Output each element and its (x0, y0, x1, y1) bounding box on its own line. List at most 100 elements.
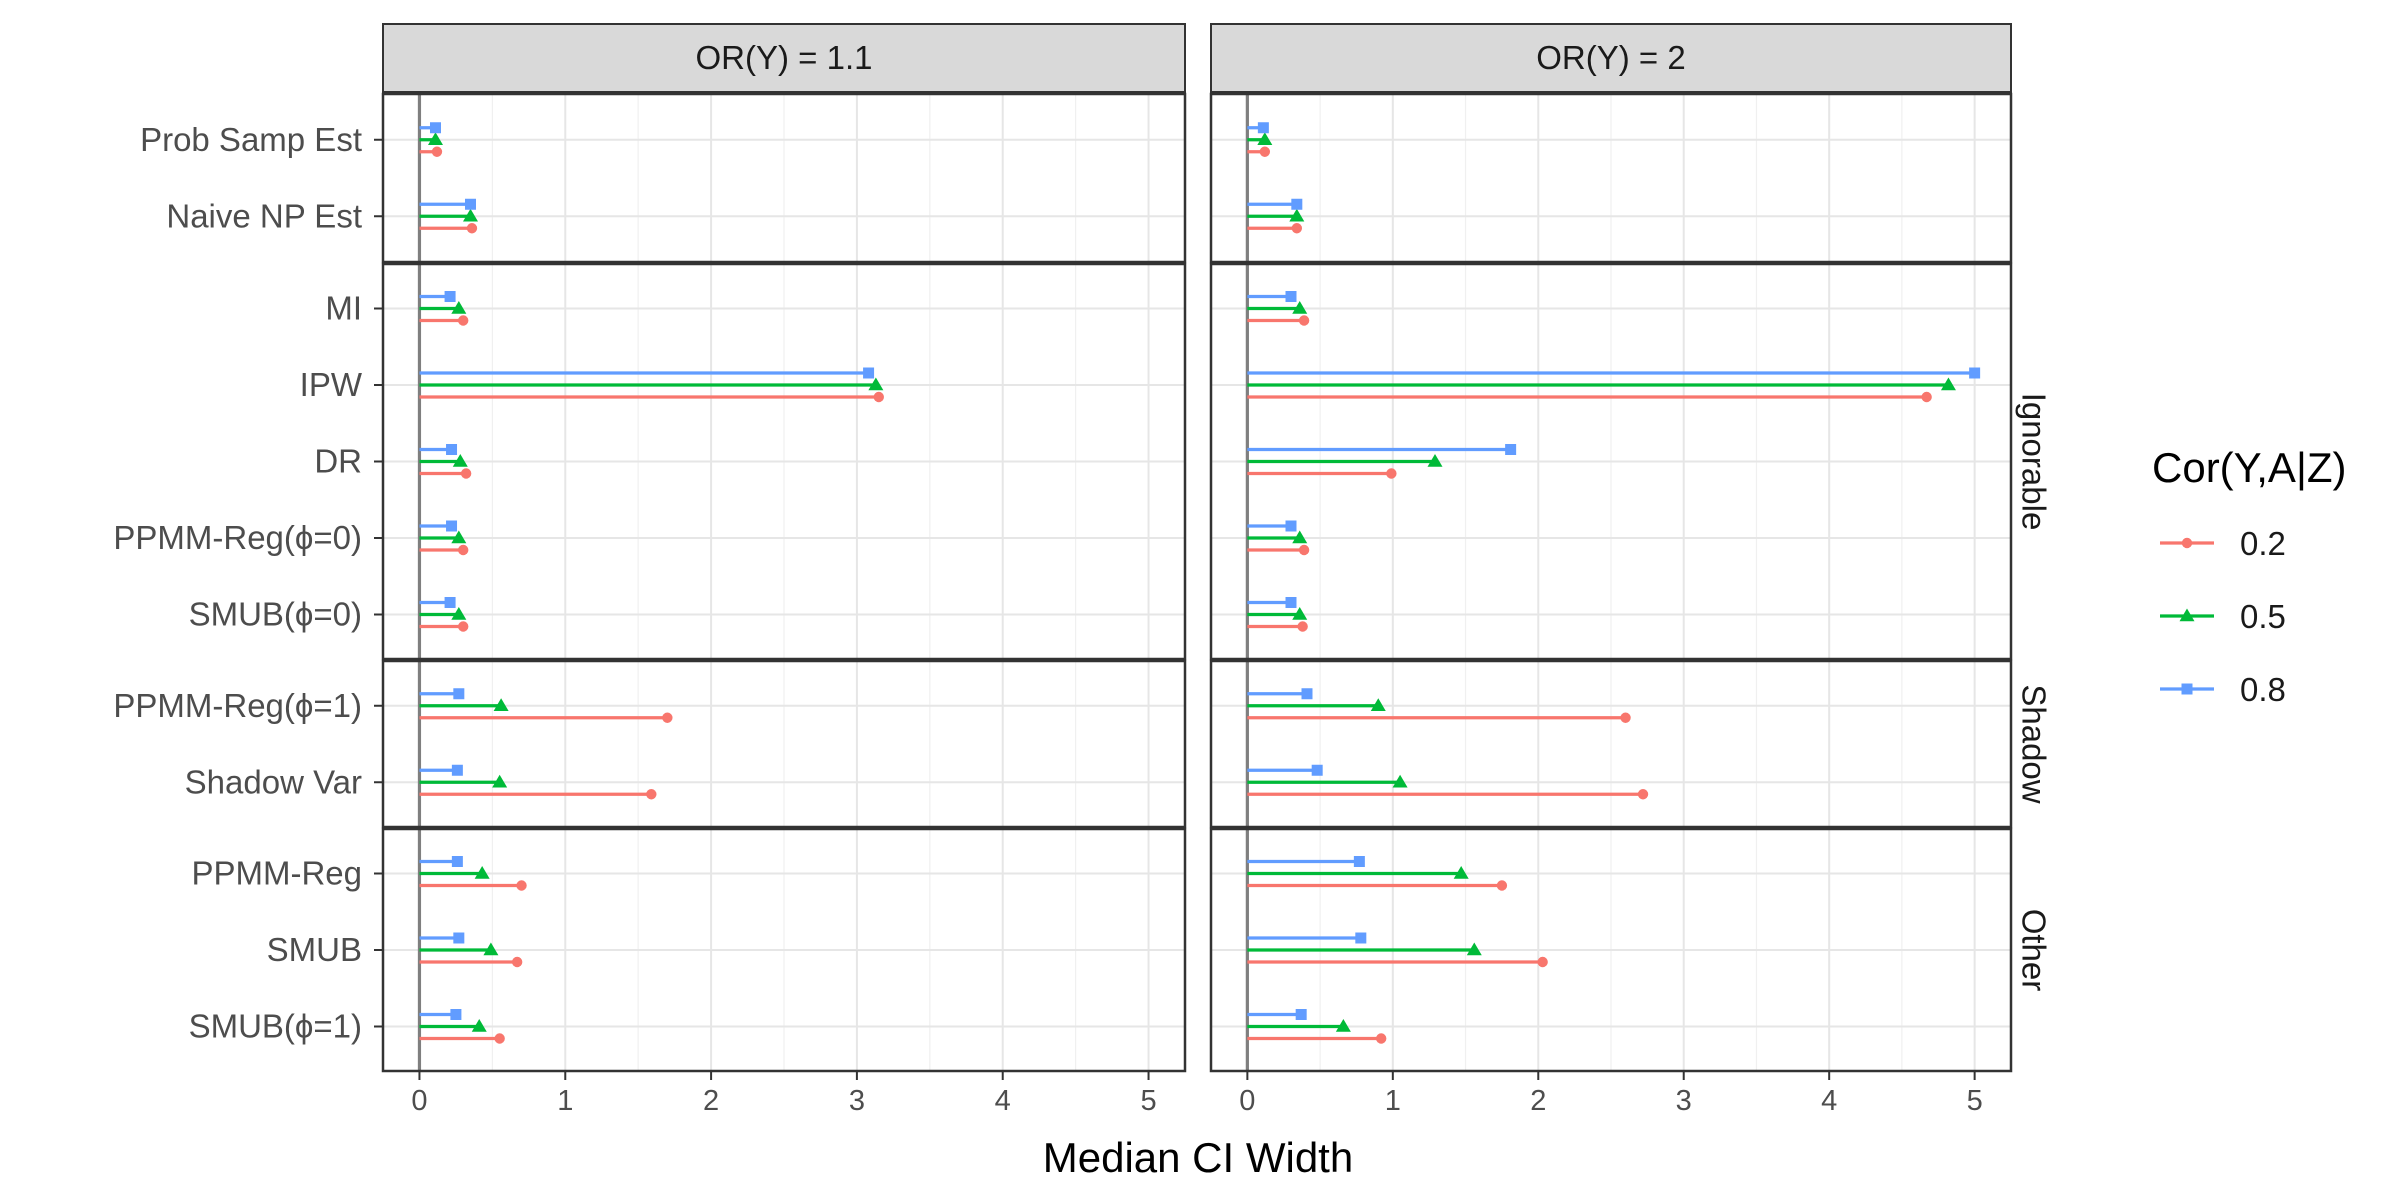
lollipop-or-y-2-dr-0-8-point (1505, 444, 1517, 455)
legend-keys: 0.2 0.5 0.8 (2160, 525, 2286, 708)
lollipop-or-y-2-smub-0-8-point (1355, 932, 1367, 944)
lollipop-or-y-1-1-shadow-var-0-8-point (451, 764, 463, 776)
lollipop-or-y-2-dr-0-5-point (1427, 454, 1443, 467)
lollipop-or-y-1-1-ppmm-reg-1-0-2-point (662, 712, 673, 723)
lollipop-or-y-2-naive-np-est-0-2-point (1291, 223, 1303, 234)
lollipop-or-y-1-1-dr-0-8-point (446, 444, 458, 455)
lollipop-or-y-2-smub-0-2-point (1537, 956, 1548, 968)
lollipop-or-y-2-naive-np-est-0-8-point (1291, 198, 1303, 210)
lollipop-or-y-1-1-ipw-0-8-point (863, 367, 875, 379)
lollipop-or-y-2-ppmm-reg-0-0-2-point (1298, 544, 1310, 556)
row-strip-label-shadow: Shadow (2015, 684, 2052, 803)
lollipop-or-y-2-shadow-var-0-5-point (1392, 774, 1408, 788)
lollipop-or-y-1-1-ppmm-reg-0-0-5-point (451, 530, 467, 544)
lollipop-or-y-2-smub-0-0-8-point (1285, 597, 1297, 608)
lollipop-or-y-1-1-smub-0-8-point (453, 932, 465, 944)
lollipop-or-y-1-1-smub-0-5-point (483, 942, 499, 956)
legend-key-marker (2181, 537, 2193, 549)
lollipop-or-y-2-smub-0-0-5-point (1292, 607, 1308, 620)
x-tick-label: 0 (411, 1085, 427, 1117)
legend-item-label: 0.2 (2240, 525, 2286, 562)
row-strip-label-ignorable: Ignorable (2015, 393, 2052, 531)
lollipop-or-y-1-1-smub-1-0-8-point (450, 1009, 462, 1020)
lollipop-or-y-1-1-mi-0-8-point (444, 291, 456, 302)
x-tick-label: 1 (557, 1085, 573, 1117)
lollipop-or-y-2-mi-0-8-point (1285, 291, 1297, 302)
row-strip-label-other: Other (2015, 909, 2052, 992)
y-tick-label-dr: DR (314, 443, 362, 480)
lollipop-or-y-1-1-shadow-var-0-2-point (646, 789, 657, 800)
lollipop-or-y-1-1-shadow-var-0-5-point (492, 774, 508, 788)
lollipop-or-y-2-prob-samp-est-0-5-point (1257, 132, 1273, 145)
y-tick-label-smub-0: SMUB(ϕ=0) (189, 596, 362, 633)
y-axis: Prob Samp Est Naive NP Est MI IPW DR PPMM-Reg… (113, 121, 383, 1045)
lollipop-or-y-1-1-smub-1-0-5-point (471, 1019, 487, 1032)
lollipop-or-y-1-1-prob-samp-est-0-8-point (429, 122, 441, 134)
legend-item-0-5: 0.5 (2160, 598, 2286, 635)
lollipop-or-y-2-ppmm-reg-1-0-2-point (1620, 712, 1631, 723)
lollipop-or-y-1-1-mi-0-2-point (458, 315, 469, 326)
lollipop-or-y-2-naive-np-est-0-5-point (1289, 208, 1305, 222)
lollipop-or-y-2-smub-0-0-2-point (1297, 621, 1308, 632)
y-tick-label-mi: MI (325, 290, 362, 327)
panel-or-y-1-1-group-0-border (381, 92, 1187, 264)
lollipop-or-y-1-1-smub-0-2-point (511, 956, 523, 968)
x-tick-label: 1 (1385, 1085, 1401, 1117)
lollipop-or-y-1-1-ppmm-reg-0-8-point (451, 856, 463, 867)
lollipop-or-y-1-1-mi-0-5-point (451, 301, 467, 314)
lollipop-or-y-1-1-prob-samp-est-0-2-point (431, 146, 443, 157)
lollipop-or-y-1-1-ppmm-reg-0-2-point (516, 880, 527, 891)
legend-item-0-8: 0.8 (2160, 671, 2286, 708)
lollipop-or-y-1-1-ipw-0-2-point (873, 391, 884, 403)
lollipop-or-y-1-1-naive-np-est-0-2-point (466, 223, 478, 234)
lollipop-or-y-1-1-ppmm-reg-1-0-5-point (493, 698, 509, 711)
lollipop-or-y-1-1-smub-0-0-5-point (451, 607, 467, 620)
legend-key-marker (2181, 683, 2193, 695)
x-tick-label: 5 (1967, 1085, 1983, 1117)
lollipop-or-y-1-1-ppmm-reg-0-0-2-point (458, 544, 469, 556)
lollipop-or-y-2-smub-1-0-2-point (1375, 1033, 1387, 1044)
lollipop-or-y-2-dr-0-2-point (1386, 468, 1397, 479)
lollipop-or-y-2-ppmm-reg-1-0-5-point (1370, 698, 1386, 711)
x-tick-label: 3 (1676, 1085, 1692, 1117)
x-axis-label: Median CI Width (1043, 1134, 1353, 1181)
lollipop-or-y-2-mi-0-5-point (1292, 301, 1308, 314)
lollipop-or-y-1-1-ppmm-reg-1-0-8-point (453, 688, 465, 700)
legend-item-label: 0.5 (2240, 598, 2286, 635)
lollipop-or-y-2-ppmm-reg-0-0-8-point (1285, 520, 1297, 532)
lollipop-or-y-2-prob-samp-est-0-8-point (1257, 122, 1269, 134)
column-strip-or-y-2 (1210, 23, 2012, 93)
legend-item-0-2: 0.2 (2160, 525, 2286, 562)
lollipop-or-y-1-1-ipw-0-5-point (868, 377, 884, 391)
column-strip-label: OR(Y) = 1.1 (696, 39, 873, 76)
legend-title: Cor(Y,A|Z) (2152, 444, 2347, 491)
y-tick-label-smub: SMUB (267, 931, 362, 968)
lollipop-or-y-1-1-ppmm-reg-0-0-8-point (446, 520, 458, 532)
lollipop-or-y-2-prob-samp-est-0-2-point (1259, 146, 1271, 157)
panel-or-y-1-1-group-2-border (381, 659, 1187, 829)
panel-or-y-2-group-2-border (1209, 659, 2013, 829)
x-tick-label: 2 (1530, 1085, 1546, 1117)
lollipop-or-y-2-smub-0-5-point (1466, 942, 1482, 956)
column-strip-or-y-1-1 (382, 23, 1186, 93)
legend: Cor(Y,A|Z) 0.2 0.5 0.8 (2152, 444, 2347, 708)
lollipop-or-y-1-1-dr-0-5-point (452, 454, 468, 467)
lollipop-or-y-1-1-naive-np-est-0-5-point (462, 208, 478, 222)
y-tick-label-ppmm-reg-1: PPMM-Reg(ϕ=1) (113, 687, 362, 724)
x-tick-label: 0 (1239, 1085, 1255, 1117)
lollipop-or-y-1-1-smub-0-0-8-point (444, 597, 456, 608)
x-axis: 0 1 2 3 4 5 0 1 2 3 4 5 (411, 1071, 1983, 1117)
panel-or-y-2-group-3-border (1209, 827, 2013, 1073)
y-tick-label-prob-samp-est: Prob Samp Est (140, 121, 362, 158)
lollipop-or-y-2-shadow-var-0-2-point (1637, 789, 1649, 800)
x-tick-label: 2 (703, 1085, 719, 1117)
lollipop-or-y-2-shadow-var-0-8-point (1311, 764, 1323, 776)
lollipop-or-y-1-1-prob-samp-est-0-5-point (427, 132, 443, 145)
lollipop-or-y-1-1-smub-0-0-2-point (458, 621, 469, 632)
y-tick-label-ppmm-reg: PPMM-Reg (191, 855, 362, 892)
panel-or-y-2-group-1-border (1209, 262, 2013, 661)
lollipop-or-y-2-ipw-0-5-point (1940, 377, 1956, 391)
lollipop-or-y-2-ppmm-reg-1-0-8-point (1301, 688, 1313, 700)
row-strips: Ignorable Shadow Other (2015, 393, 2052, 992)
